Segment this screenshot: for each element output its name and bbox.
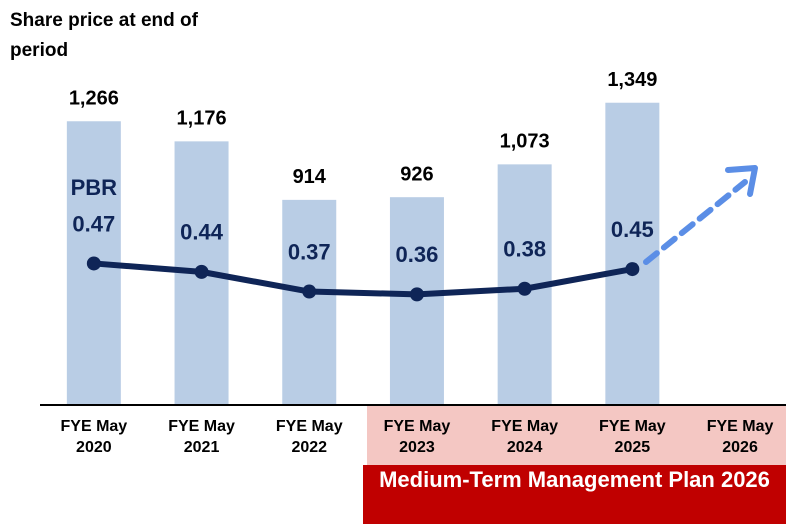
line-value-label: 0.38 [503,237,546,262]
bar-value-label: 1,073 [500,131,550,153]
line-point [86,256,101,271]
plan-highlight [367,406,786,465]
plan-banner [363,465,786,524]
x-tick-label: FYE May 2024 [491,418,558,456]
line-point [302,284,317,299]
x-tick-label: FYE May 2025 [599,418,666,456]
line-value-label: 0.45 [611,217,654,242]
line-point [409,287,424,302]
line-value-label: 0.37 [288,239,331,264]
plan-annotation: Medium-Term Management Plan 2026 [379,467,770,492]
line-value-label: 0.47 [72,211,115,236]
bar-series-label: Share price at end of period [10,10,198,61]
bar-value-label: 914 [293,166,327,188]
x-tick-label: FYE May 2020 [60,418,128,456]
bar-value-label: 926 [400,163,433,185]
bar [282,199,337,404]
line-value-label: 0.44 [180,220,224,245]
line-point [194,264,209,279]
line-series-label: PBR [70,175,118,201]
bar-value-label: 1,349 [607,69,657,91]
line [93,260,633,298]
x-tick-label: FYE May 2026 [706,418,774,456]
x-tick-label: FYE May 2022 [275,418,343,456]
x-tick-label: FYE May 2023 [383,418,451,456]
line-point [625,262,640,277]
projection-arrow-head [725,165,758,197]
projection-arrow [643,179,748,265]
bar-value-label: 1,176 [177,108,227,130]
line-value-label: 0.36 [396,242,439,267]
bar-value-label: 1,266 [69,88,119,110]
line-point [517,281,532,296]
x-tick-label: FYE May 2021 [168,418,235,456]
bar [605,102,660,405]
